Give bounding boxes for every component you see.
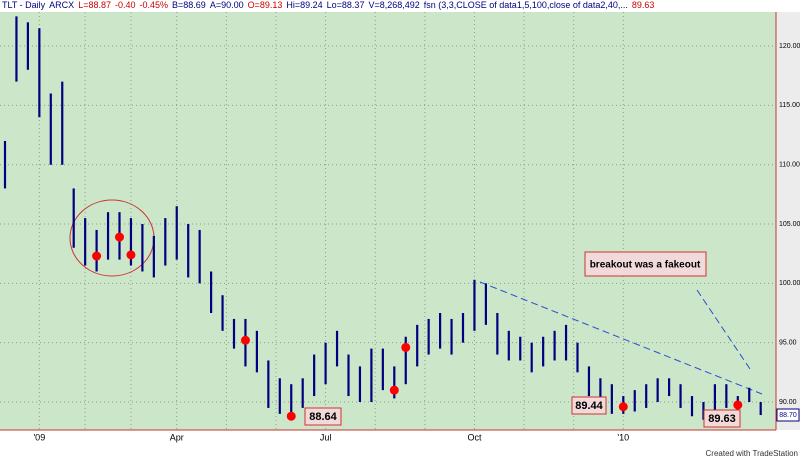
signal-dot <box>733 400 743 410</box>
signal-dot <box>115 232 124 242</box>
signal-dot <box>126 250 136 260</box>
signals <box>92 232 743 421</box>
header-item: Hi=89.24 <box>286 0 322 10</box>
x-tick-label: Oct <box>467 432 482 442</box>
header-item: -0.40 <box>115 0 136 10</box>
header-item: L=88.87 <box>78 0 111 10</box>
header-item: TLT - Daily <box>2 0 46 10</box>
signal-dot <box>286 411 296 421</box>
x-tick-label: Jul <box>320 432 332 442</box>
header-item: Lo=88.37 <box>327 0 365 10</box>
header-item: ARCX <box>49 0 74 10</box>
header-item: 89.63 <box>632 0 655 10</box>
y-tick-label: 110.00 <box>779 162 800 169</box>
x-tick-label: '09 <box>33 432 45 442</box>
plot-area <box>0 12 776 430</box>
header-item: -0.45% <box>140 0 169 10</box>
y-tick-label: 90.00 <box>779 399 797 406</box>
y-tick-label: 105.00 <box>779 221 800 228</box>
annotation-text: 88.64 <box>309 411 337 423</box>
annotation: 89.44 <box>571 396 607 415</box>
annotation: 89.63 <box>703 409 741 428</box>
y-tick-label: 100.00 <box>779 280 800 287</box>
x-tick-label: '10 <box>617 432 629 442</box>
annotation-text: 89.63 <box>708 413 736 425</box>
annotation-text: breakout was a fakeout <box>590 260 701 271</box>
annotation-text: 89.44 <box>575 400 603 412</box>
annotation: 88.64 <box>304 407 342 426</box>
footer: Created with TradeStation <box>706 449 799 458</box>
header-item: V=8,268,492 <box>368 0 419 10</box>
signal-dot <box>389 385 399 395</box>
annotation-box <box>584 251 707 277</box>
signal-dot <box>92 251 102 261</box>
header-item: O=89.13 <box>248 0 283 10</box>
y-tick-label: 95.00 <box>779 340 797 347</box>
header: TLT - Daily ARCX L=88.87 -0.40 -0.45% B=88.69… <box>2 0 654 10</box>
signal-dot <box>401 342 411 352</box>
header-item: B=88.69 <box>172 0 206 10</box>
header-item: fsn (3,3,CLOSE of data1,5,100,close of d… <box>424 0 628 10</box>
signal-dot <box>240 335 250 345</box>
y-tick-label: 120.00 <box>779 43 800 50</box>
signal-dot <box>618 402 628 412</box>
header-item: A=90.00 <box>210 0 244 10</box>
pointer-line <box>696 289 753 373</box>
y-tick-label: 115.00 <box>779 102 800 109</box>
last-price-box <box>776 408 800 422</box>
last-price: 88.70 <box>779 412 797 419</box>
annotation-box <box>703 409 741 428</box>
annotation-box <box>571 396 607 415</box>
annotation: breakout was a fakeout <box>584 251 707 277</box>
trend-line <box>479 281 763 395</box>
annotation-box <box>304 407 342 426</box>
axis-area <box>776 12 800 430</box>
x-tick-label: Apr <box>170 432 184 442</box>
